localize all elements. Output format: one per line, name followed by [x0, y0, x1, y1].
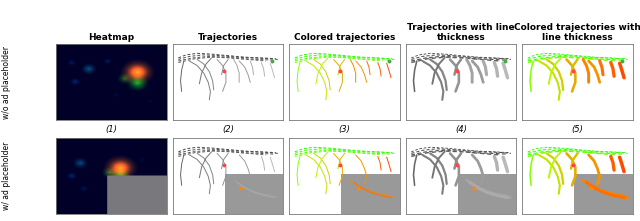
Text: Trajectories: Trajectories	[198, 33, 258, 42]
Text: w/ ad placeholder: w/ ad placeholder	[2, 142, 11, 210]
Bar	[574, 174, 633, 214]
Text: (1): (1)	[106, 125, 118, 134]
Text: (3): (3)	[339, 125, 351, 134]
Text: w/o ad placeholder: w/o ad placeholder	[2, 46, 11, 119]
Text: (2): (2)	[222, 125, 234, 134]
Text: Trajectories with line
thickness: Trajectories with line thickness	[407, 23, 515, 42]
Text: Heatmap: Heatmap	[88, 33, 134, 42]
Bar	[341, 174, 400, 214]
Text: (4): (4)	[455, 125, 467, 134]
Bar	[458, 174, 516, 214]
Text: Colored trajectories: Colored trajectories	[294, 33, 396, 42]
Text: (5): (5)	[572, 125, 584, 134]
Text: Colored trajectories with
line thickness: Colored trajectories with line thickness	[514, 23, 640, 42]
Bar	[225, 174, 284, 214]
